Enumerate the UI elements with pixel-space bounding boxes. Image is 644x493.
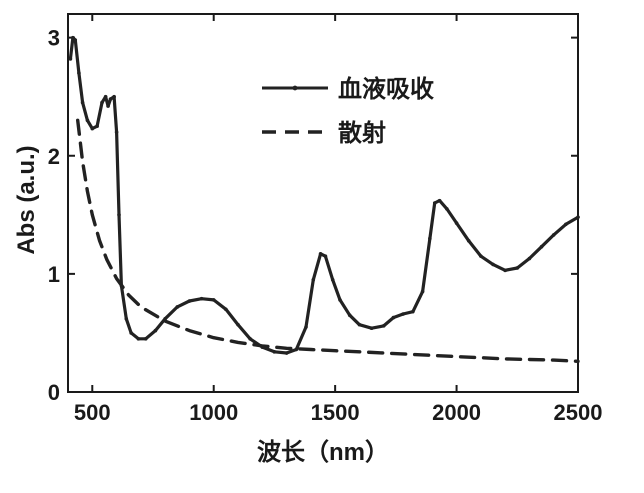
data-point-blood-absorption bbox=[437, 198, 442, 203]
y-axis-label: Abs (a.u.) bbox=[13, 145, 40, 254]
data-point-blood-absorption bbox=[391, 315, 396, 320]
data-point-blood-absorption bbox=[304, 325, 308, 329]
series-line-scattering bbox=[76, 118, 580, 363]
data-point-blood-absorption bbox=[432, 201, 437, 205]
legend: 血液吸收 散射 bbox=[262, 75, 434, 147]
y-tick-labels: 0 1 2 3 bbox=[48, 26, 60, 405]
data-point-blood-absorption bbox=[85, 118, 90, 123]
data-point-blood-absorption bbox=[248, 337, 252, 341]
y-tick-label: 3 bbox=[48, 26, 60, 51]
data-point-blood-absorption bbox=[539, 244, 544, 249]
data-point-blood-absorption bbox=[136, 337, 141, 341]
data-point-blood-absorption bbox=[114, 130, 119, 134]
data-point-blood-absorption bbox=[527, 256, 532, 261]
data-point-blood-absorption bbox=[103, 94, 108, 99]
data-point-blood-absorption bbox=[211, 298, 216, 302]
data-point-blood-absorption bbox=[311, 277, 316, 282]
plot-frame bbox=[67, 13, 579, 393]
data-point-blood-absorption bbox=[369, 326, 374, 331]
x-tick-label: 2000 bbox=[432, 400, 481, 425]
data-point-blood-absorption bbox=[143, 337, 148, 341]
data-point-blood-absorption bbox=[411, 309, 415, 314]
y-tick-label: 2 bbox=[48, 144, 60, 169]
data-point-blood-absorption bbox=[236, 322, 240, 327]
data-point-blood-absorption bbox=[117, 213, 121, 217]
data-point-blood-absorption bbox=[454, 221, 459, 225]
data-point-blood-absorption bbox=[100, 100, 104, 105]
legend-marker-blood-absorption bbox=[292, 85, 298, 91]
data-point-blood-absorption bbox=[323, 254, 328, 258]
data-point-blood-absorption bbox=[106, 104, 110, 108]
data-point-blood-absorption bbox=[318, 251, 323, 256]
x-tick-label: 500 bbox=[74, 400, 111, 425]
data-point-blood-absorption bbox=[112, 94, 116, 99]
data-point-blood-absorption bbox=[401, 312, 405, 316]
x-axis-label: 波长（nm） bbox=[257, 439, 389, 466]
data-point-blood-absorption bbox=[95, 124, 99, 129]
series-line-blood-absorption bbox=[68, 36, 580, 355]
data-point-blood-absorption bbox=[153, 328, 158, 333]
data-point-blood-absorption bbox=[551, 233, 556, 237]
tick-marks bbox=[68, 14, 579, 393]
x-tick-label: 1500 bbox=[311, 400, 360, 425]
legend-label-scattering: 散射 bbox=[338, 120, 386, 147]
legend-label-blood-absorption: 血液吸收 bbox=[338, 75, 434, 103]
data-point-blood-absorption bbox=[381, 324, 386, 328]
x-tick-label: 2500 bbox=[554, 400, 603, 425]
data-point-blood-absorption bbox=[420, 289, 425, 294]
data-point-blood-absorption bbox=[479, 254, 483, 258]
y-tick-label: 1 bbox=[48, 262, 60, 287]
data-point-blood-absorption bbox=[294, 347, 299, 352]
data-point-blood-absorption bbox=[272, 350, 277, 354]
data-point-blood-absorption bbox=[175, 305, 180, 309]
data-point-blood-absorption bbox=[347, 313, 352, 318]
data-point-blood-absorption bbox=[124, 316, 129, 321]
data-point-blood-absorption bbox=[564, 222, 568, 227]
data-point-blood-absorption bbox=[445, 207, 449, 211]
data-point-blood-absorption bbox=[199, 296, 204, 301]
data-point-blood-absorption bbox=[330, 277, 335, 282]
data-point-blood-absorption bbox=[73, 38, 78, 42]
data-point-blood-absorption bbox=[515, 266, 520, 270]
data-point-blood-absorption bbox=[187, 299, 192, 303]
data-point-blood-absorption bbox=[77, 71, 81, 75]
data-point-blood-absorption bbox=[428, 236, 432, 241]
data-point-blood-absorption bbox=[576, 215, 580, 219]
data-point-blood-absorption bbox=[338, 298, 342, 302]
data-point-blood-absorption bbox=[129, 331, 133, 335]
x-tick-labels: 500 1000 1500 2000 2500 bbox=[74, 400, 603, 425]
data-point-blood-absorption bbox=[71, 35, 75, 40]
data-point-blood-absorption bbox=[284, 351, 289, 355]
data-point-blood-absorption bbox=[80, 100, 85, 105]
data-point-blood-absorption bbox=[90, 126, 95, 131]
data-point-blood-absorption bbox=[466, 239, 471, 243]
data-point-blood-absorption bbox=[224, 307, 228, 312]
series-layer bbox=[68, 35, 580, 363]
data-point-blood-absorption bbox=[491, 262, 495, 267]
y-tick-label: 0 bbox=[48, 380, 60, 405]
data-point-blood-absorption bbox=[68, 57, 73, 61]
data-point-blood-absorption bbox=[108, 97, 113, 101]
data-point-blood-absorption bbox=[503, 268, 507, 273]
data-point-blood-absorption bbox=[357, 322, 362, 327]
x-tick-label: 1000 bbox=[189, 400, 238, 425]
